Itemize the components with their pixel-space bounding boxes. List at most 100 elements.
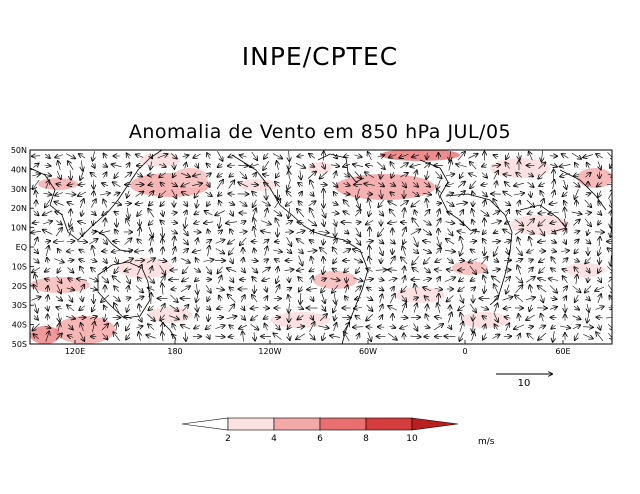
wind-vector (426, 170, 427, 179)
wind-vector (550, 240, 556, 243)
wind-vector (135, 285, 143, 293)
wind-vector (423, 241, 432, 242)
wind-vector (47, 258, 48, 264)
wind-vector (445, 222, 455, 224)
wind-vector (503, 230, 512, 235)
wind-vector (400, 163, 408, 169)
wind-vector (538, 278, 546, 280)
wind-vector (481, 184, 488, 185)
wind-vector (92, 246, 95, 257)
wind-vector (492, 241, 500, 242)
wind-vector (564, 229, 567, 236)
wind-vector (196, 238, 198, 245)
wind-vector (230, 173, 234, 176)
wind-vector (401, 222, 408, 223)
wind-vector (468, 154, 477, 159)
wind-vector (194, 221, 200, 223)
wind-vector (484, 246, 485, 255)
wind-vector (583, 155, 593, 158)
longitude-label: 120E (65, 347, 85, 356)
wind-vector (114, 266, 119, 273)
wind-vector (147, 275, 154, 283)
wind-vector (447, 269, 454, 270)
wind-vector (253, 173, 256, 177)
wind-vector (369, 257, 371, 265)
wind-vector (275, 182, 281, 188)
wind-vector (379, 305, 382, 312)
wind-vector (366, 165, 374, 166)
wind-vector (609, 296, 612, 301)
wind-vector (389, 326, 396, 328)
wind-vector (480, 307, 488, 310)
wind-vector (390, 192, 394, 196)
wind-vector (448, 313, 451, 323)
wind-vector (389, 294, 395, 304)
reference-vector: 10 (496, 374, 552, 389)
wind-vector (585, 257, 592, 264)
wind-vector (193, 153, 201, 158)
wind-vector (148, 226, 153, 237)
wind-vector (494, 155, 499, 157)
colorbar-tick-label: 2 (225, 434, 231, 444)
wind-vector (320, 184, 326, 185)
wind-vector (287, 191, 292, 197)
wind-vector (32, 174, 40, 176)
wind-vector (607, 174, 612, 176)
wind-vector (289, 276, 290, 282)
wind-vector (481, 172, 487, 177)
wind-vector (55, 228, 62, 237)
wind-vector (401, 181, 406, 188)
wind-vector (136, 326, 143, 328)
wind-vector (275, 285, 280, 294)
wind-vector (287, 288, 291, 291)
wind-vector (379, 246, 382, 255)
wind-vector (286, 249, 292, 253)
wind-vector (239, 200, 247, 206)
wind-vector (344, 332, 350, 342)
wind-vector (288, 333, 290, 340)
wind-vector (460, 294, 463, 302)
wind-vector (565, 304, 566, 312)
wind-vector (219, 217, 221, 228)
wind-vector (297, 222, 304, 223)
latitude-label: 20N (11, 204, 27, 213)
wind-vector (400, 173, 408, 178)
wind-vector (333, 153, 337, 159)
wind-vector (80, 267, 85, 274)
latitude-label: 50S (12, 340, 27, 349)
wind-vector (284, 269, 294, 270)
wind-vector (277, 267, 278, 274)
wind-vector (265, 286, 267, 291)
wind-vector (289, 161, 290, 169)
wind-vector (215, 240, 225, 244)
wind-vector (171, 189, 177, 199)
header-title: INPE/CPTEC (241, 42, 399, 71)
wind-vector (206, 173, 211, 176)
wind-vector (551, 268, 557, 272)
latitude-label: 10S (12, 262, 27, 271)
wind-vector (68, 161, 74, 170)
wind-vector (517, 265, 520, 275)
wind-vector (35, 303, 38, 313)
wind-vector (378, 288, 384, 291)
wind-vector (472, 192, 473, 197)
wind-vector (207, 200, 210, 206)
wind-vector (34, 315, 38, 319)
wind-vector (494, 246, 499, 256)
wind-vector (334, 293, 335, 303)
wind-vector (366, 269, 373, 272)
wind-vector (162, 239, 163, 245)
wind-vector (195, 278, 199, 281)
wind-vector (58, 323, 59, 332)
wind-vector (139, 332, 141, 341)
wind-vector (333, 248, 338, 255)
wind-vector (575, 188, 579, 199)
wind-vector (262, 308, 269, 309)
wind-vector (595, 307, 603, 310)
wind-vector (296, 333, 306, 340)
wind-vector (494, 259, 498, 262)
wind-vector (135, 297, 144, 301)
wind-vector (539, 228, 545, 235)
wind-vector (196, 258, 199, 264)
wind-vector (46, 246, 49, 257)
